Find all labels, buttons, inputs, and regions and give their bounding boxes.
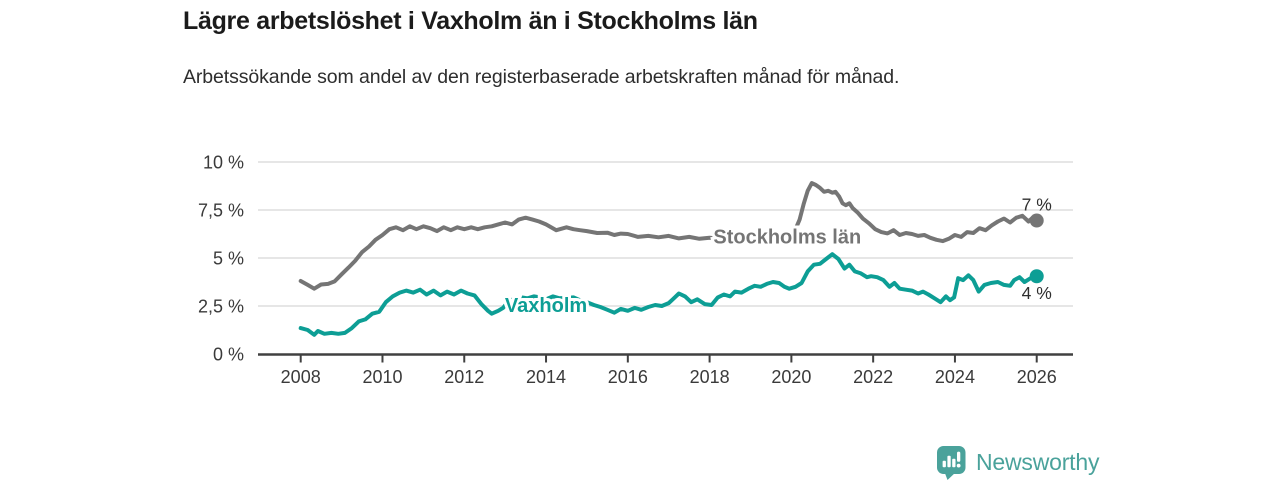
logo-exclamation-dot bbox=[956, 463, 961, 467]
x-axis-tick-label: 2008 bbox=[281, 367, 321, 387]
x-axis-tick-label: 2010 bbox=[362, 367, 402, 387]
series-line-vaxholm bbox=[298, 252, 1039, 337]
logo-bubble-tail bbox=[944, 471, 956, 480]
series-end-label-stockholms-lan: 7 % bbox=[1022, 195, 1052, 215]
x-axis-tick-label: 2016 bbox=[608, 367, 648, 387]
series-end-dot-stockholms-lan bbox=[1029, 213, 1044, 228]
x-axis-tick-label: 2018 bbox=[690, 367, 730, 387]
series-label-stockholms-lan: Stockholms län bbox=[713, 226, 861, 248]
x-axis-tick-label: 2024 bbox=[935, 367, 975, 387]
x-axis-tick-label: 2012 bbox=[444, 367, 484, 387]
series-label-vaxholm: Vaxholm bbox=[505, 295, 587, 317]
page-title: Lägre arbetslöshet i Vaxholm än i Stockh… bbox=[183, 7, 758, 35]
y-axis-tick-label: 7,5 % bbox=[198, 201, 244, 221]
y-axis-tick-label: 5 % bbox=[213, 249, 244, 269]
newsworthy-logo[interactable]: Newsworthy bbox=[936, 444, 1099, 480]
newsworthy-brand-text: Newsworthy bbox=[976, 448, 1100, 475]
logo-exclamation-stem bbox=[957, 451, 961, 462]
bar-chart-speech-bubble-icon bbox=[937, 445, 966, 480]
series-line-stockholms-lan bbox=[298, 181, 1039, 291]
x-axis-tick-label: 2022 bbox=[853, 367, 893, 387]
x-axis-tick-label: 2014 bbox=[526, 367, 566, 387]
series-end-label-vaxholm: 4 % bbox=[1022, 283, 1052, 303]
logo-bar-2 bbox=[947, 455, 951, 467]
y-axis-tick-label: 2,5 % bbox=[198, 297, 244, 317]
series-end-dot-vaxholm bbox=[1029, 269, 1044, 284]
chart-subtitle: Arbetssökande som andel av den registerb… bbox=[183, 66, 900, 88]
y-axis-tick-label: 10 % bbox=[203, 153, 244, 173]
logo-bar-1 bbox=[942, 460, 946, 467]
logo-bar-3 bbox=[952, 458, 956, 467]
logo-bubble bbox=[937, 445, 966, 474]
x-axis-tick-label: 2020 bbox=[771, 367, 811, 387]
x-axis-tick-label: 2026 bbox=[1017, 367, 1057, 387]
y-axis-tick-label: 0 % bbox=[213, 345, 244, 365]
